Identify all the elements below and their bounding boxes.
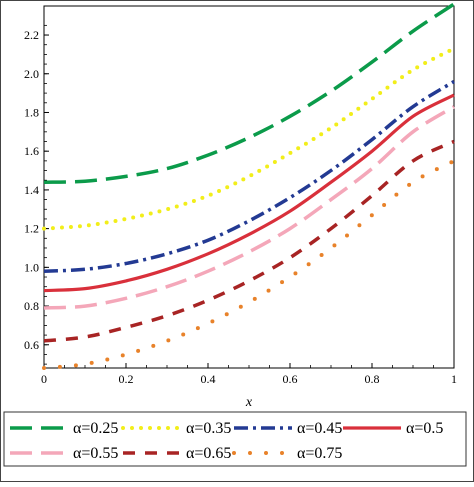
y-tick-label: 0.6 <box>24 338 39 352</box>
series-line-5 <box>43 105 455 310</box>
y-tick-label: 1.6 <box>24 144 39 158</box>
y-tick-label: 0.8 <box>24 299 39 313</box>
x-tick-label: 0 <box>41 372 47 386</box>
y-tick-label: 1.4 <box>24 183 39 197</box>
legend: α=0.25 α=0.35 α=0.45 α=0.5 α=0.55 α=0.65 α=0.7… <box>10 420 443 462</box>
y-tick-label: 1.8 <box>24 105 39 119</box>
y-tick-label: 1.2 <box>24 222 39 236</box>
x-tick-label: 0.4 <box>201 372 216 386</box>
series-line-4 <box>43 93 455 293</box>
legend-label: α=0.25 <box>73 420 118 437</box>
legend-label: α=0.45 <box>297 420 342 437</box>
series-line-1 <box>43 2 455 184</box>
y-tick-label: 2.2 <box>24 28 39 42</box>
series-line-7 <box>42 158 456 370</box>
axes-layer: 0 0.2 0.4 0.6 0.8 1 0.6 0.8 1.0 1.2 1.4 1.6 1.8 2.0 2.… <box>24 24 457 386</box>
x-axis-title: x <box>245 395 253 410</box>
legend-label: α=0.35 <box>186 420 231 437</box>
x-tick-label: 1 <box>451 372 457 386</box>
legend-label: α=0.65 <box>186 445 231 462</box>
legend-label: α=0.5 <box>406 420 443 437</box>
x-tick-label: 0.2 <box>119 372 134 386</box>
legend-label: α=0.55 <box>73 445 118 462</box>
series-layer <box>42 2 456 370</box>
y-tick-label: 2.0 <box>24 67 39 81</box>
legend-box <box>3 411 467 467</box>
series-line-6 <box>43 139 455 343</box>
x-tick-label: 0.8 <box>365 372 380 386</box>
y-tick-label: 1.0 <box>24 260 39 274</box>
x-tick-label: 0.6 <box>283 372 298 386</box>
series-line-2 <box>42 46 456 231</box>
legend-label: α=0.75 <box>297 445 342 462</box>
